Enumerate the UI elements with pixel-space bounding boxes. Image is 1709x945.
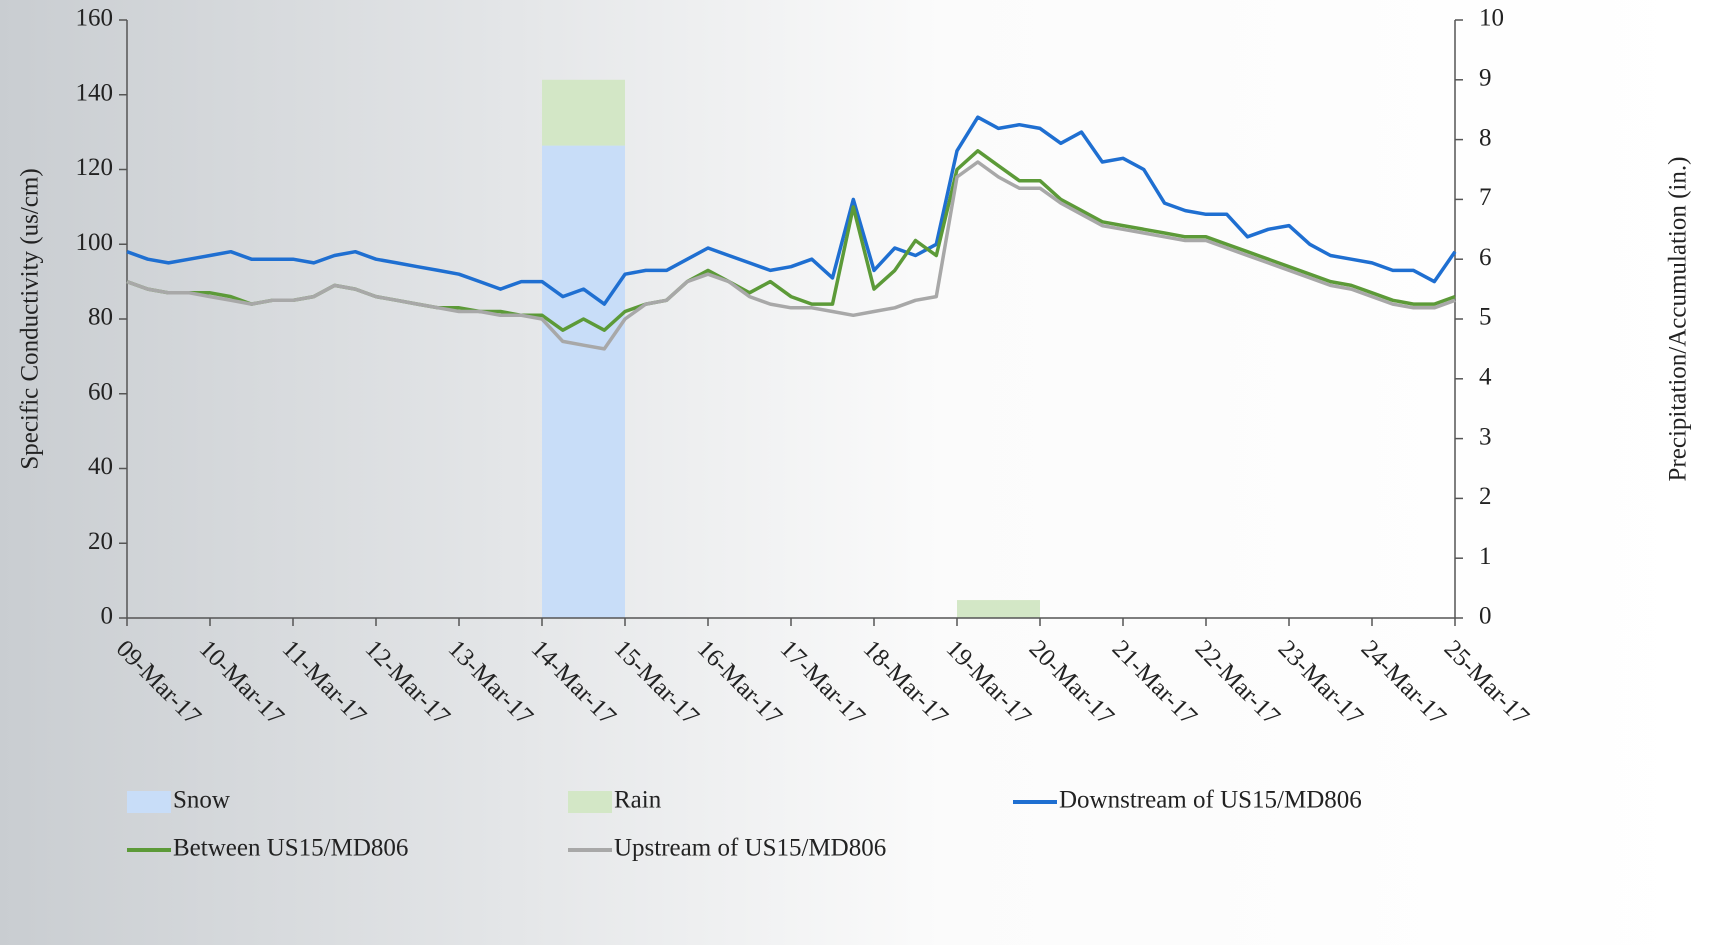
legend-label: Between US15/MD806 bbox=[173, 835, 408, 862]
bar bbox=[542, 145, 625, 618]
y2-tick-label: 5 bbox=[1479, 304, 1492, 331]
y2-tick-label: 7 bbox=[1479, 184, 1492, 211]
y2-tick-label: 10 bbox=[1479, 5, 1504, 32]
legend-swatch bbox=[568, 791, 612, 813]
legend-label: Downstream of US15/MD806 bbox=[1059, 787, 1362, 814]
legend-label: Snow bbox=[173, 787, 230, 814]
y2-tick-label: 6 bbox=[1479, 244, 1492, 271]
y-tick-label: 20 bbox=[88, 528, 113, 555]
legend-label: Rain bbox=[614, 787, 662, 814]
y2-tick-label: 3 bbox=[1479, 423, 1492, 450]
bar bbox=[957, 600, 1040, 618]
y-tick-label: 160 bbox=[76, 5, 114, 32]
y-tick-label: 40 bbox=[88, 453, 113, 480]
y2-tick-label: 4 bbox=[1479, 364, 1492, 391]
y2-tick-label: 2 bbox=[1479, 483, 1492, 510]
legend-label: Upstream of US15/MD806 bbox=[614, 835, 886, 862]
y-tick-label: 0 bbox=[101, 603, 114, 630]
y2-tick-label: 1 bbox=[1479, 543, 1492, 570]
bar bbox=[542, 79, 625, 146]
line-series bbox=[126, 160, 1456, 351]
y2-tick-label: 0 bbox=[1479, 603, 1492, 630]
y-tick-label: 100 bbox=[76, 229, 114, 256]
line-series bbox=[126, 115, 1457, 306]
y-tick-label: 120 bbox=[76, 154, 114, 181]
y2-axis-label: Precipitation/Accumulation (in.) bbox=[1665, 157, 1692, 482]
y-tick-label: 60 bbox=[88, 378, 113, 405]
y-axis-label: Specific Conductivity (us/cm) bbox=[17, 168, 44, 469]
y-tick-label: 140 bbox=[76, 79, 114, 106]
legend-swatch bbox=[127, 791, 171, 813]
y2-tick-label: 9 bbox=[1479, 65, 1492, 92]
y2-tick-label: 8 bbox=[1479, 124, 1492, 151]
y-tick-label: 80 bbox=[88, 304, 113, 331]
